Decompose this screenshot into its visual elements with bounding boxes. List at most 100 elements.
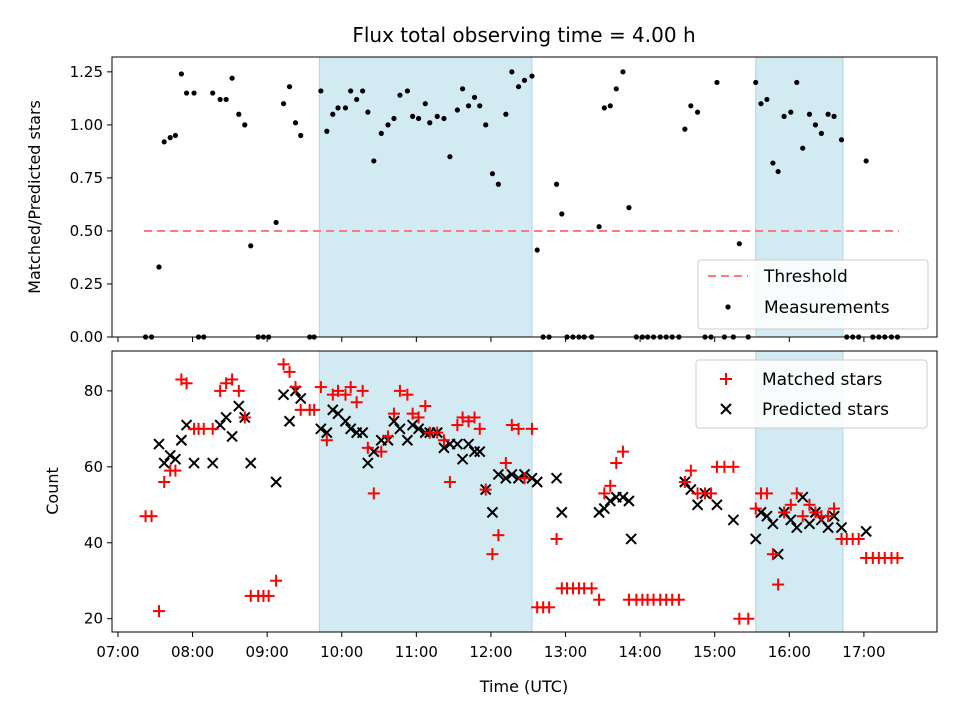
measurement-point-54: [477, 103, 483, 109]
predicted-stars-point-57: [593, 506, 605, 519]
ratio-y-tick-label-0: 0.00: [70, 328, 103, 346]
predicted-stars-point-55: [550, 472, 563, 484]
count-x-tick-label-6: 13:00: [544, 643, 587, 661]
count-plot-frame: [111, 350, 938, 633]
predicted-stars-point-72: [761, 510, 773, 522]
predicted-stars-point-73: [767, 518, 779, 530]
predicted-stars-point-10: [226, 430, 238, 443]
predicted-stars-point-18: [295, 392, 307, 405]
predicted-stars-point-9: [220, 411, 232, 424]
matched-stars-point-76: [610, 457, 623, 470]
matched-stars-point-97: [749, 502, 762, 515]
predicted-stars-point-70: [750, 533, 762, 545]
matched-stars-point-55: [479, 483, 492, 496]
matched-stars-point-96: [742, 612, 755, 625]
matched-stars-point-75: [604, 479, 617, 492]
measurement-point-62: [529, 73, 535, 79]
matched-stars-point-33: [344, 381, 357, 394]
matched-stars-point-45: [419, 400, 432, 413]
measurement-point-87: [682, 126, 688, 132]
matched-stars-point-94: [727, 460, 740, 473]
count-x-tick-label-2: 09:00: [246, 643, 289, 661]
measurement-point-53: [471, 94, 478, 100]
count-y-tick-label-1: 40: [84, 534, 103, 552]
predicted-stars-legend-label: Predicted stars: [762, 400, 889, 420]
matched-stars-point-114: [852, 532, 865, 545]
matched-stars-point-110: [828, 502, 841, 515]
matched-stars-point-88: [684, 464, 697, 477]
measurement-point-8: [191, 90, 197, 96]
ratio-y-axis-label: Matched/Predicted stars: [25, 100, 44, 294]
measurement-point-12: [217, 96, 223, 103]
matched-stars-point-101: [772, 578, 785, 591]
predicted-stars-point-47: [486, 506, 499, 519]
measurement-point-39: [385, 122, 391, 128]
measurement-point-74: [601, 105, 607, 111]
matched-stars-point-20: [262, 589, 275, 602]
measurement-point-42: [404, 88, 410, 94]
matched-stars-point-106: [803, 498, 816, 511]
matched-stars-point-22: [277, 358, 290, 371]
measurement-point-16: [242, 122, 248, 128]
count-x-tick-label-3: 10:00: [320, 643, 363, 661]
ratio-y-tick-label-4: 1.00: [70, 116, 103, 134]
measurement-point-92: [714, 79, 720, 86]
measurement-point-56: [489, 171, 496, 177]
measurement-point-88: [688, 103, 694, 109]
predicted-stars-point-66: [691, 499, 704, 511]
measurement-point-46: [427, 120, 433, 126]
measurement-point-22: [280, 101, 287, 107]
measurement-point-99: [764, 96, 770, 103]
predicted-stars-point-44: [468, 445, 481, 458]
predicted-stars-point-61: [617, 491, 629, 503]
predicted-stars-point-16: [283, 415, 296, 427]
matched-stars-point-1: [145, 510, 158, 523]
measurement-point-100: [770, 160, 776, 166]
count-shaded-interval-0: [318, 350, 533, 633]
ratio-y-axis: 0.00 0.25 0.50 0.75 1.00 1.25: [70, 63, 112, 346]
ratio-legend: Threshold Measurements: [697, 259, 929, 330]
predicted-stars-point-2: [164, 449, 176, 462]
matched-stars-point-62: [525, 422, 538, 435]
predicted-stars-point-77: [791, 521, 803, 534]
measurement-point-101: [775, 168, 781, 175]
measurement-point-89: [694, 109, 701, 115]
matched-stars-legend-swatch: [720, 373, 732, 385]
matched-stars-point-50: [451, 419, 464, 432]
measurement-point-109: [825, 111, 831, 117]
measurement-point-63: [534, 247, 540, 253]
measurement-point-29: [324, 128, 330, 134]
predicted-stars-point-76: [785, 514, 797, 526]
predicted-stars-point-56: [556, 506, 568, 519]
matched-stars-point-11: [206, 422, 219, 435]
measurement-point-76: [613, 86, 619, 92]
ratio-plot-frame: [111, 56, 938, 338]
matched-stars-point-12: [214, 384, 227, 397]
predicted-stars-point-23: [339, 415, 352, 427]
measurement-point-115: [863, 158, 869, 164]
predicted-stars-point-69: [727, 514, 740, 526]
matched-stars-point-102: [778, 506, 791, 519]
matched-stars-point-103: [784, 498, 797, 511]
measurement-point-47: [434, 113, 440, 119]
predicted-stars-point-21: [327, 404, 339, 416]
matched-stars-point-32: [339, 388, 352, 401]
ratio-shaded-interval-0: [318, 56, 533, 338]
matched-stars-point-38: [375, 445, 388, 458]
ratio-y-tick-label-2: 0.50: [70, 222, 103, 240]
bottom-shaded-intervals: [318, 350, 844, 633]
predicted-stars-point-1: [158, 457, 170, 469]
matched-stars-point-61: [518, 472, 531, 485]
count-y-axis-label: Count: [43, 467, 62, 515]
predicted-stars-point-27: [362, 457, 374, 469]
matched-stars-point-54: [473, 422, 486, 435]
ratio-panel: 0.00 0.25 0.50 0.75 1.00 1.25 Matched/Predict…: [25, 56, 938, 346]
matched-stars-point-34: [350, 396, 363, 409]
measurement-point-28: [318, 88, 324, 94]
predicted-stars-point-0: [153, 438, 165, 450]
measurement-point-98: [758, 101, 764, 107]
matched-stars-point-31: [332, 384, 345, 397]
matched-stars-point-109: [822, 510, 835, 523]
measurement-point-59: [509, 69, 515, 75]
